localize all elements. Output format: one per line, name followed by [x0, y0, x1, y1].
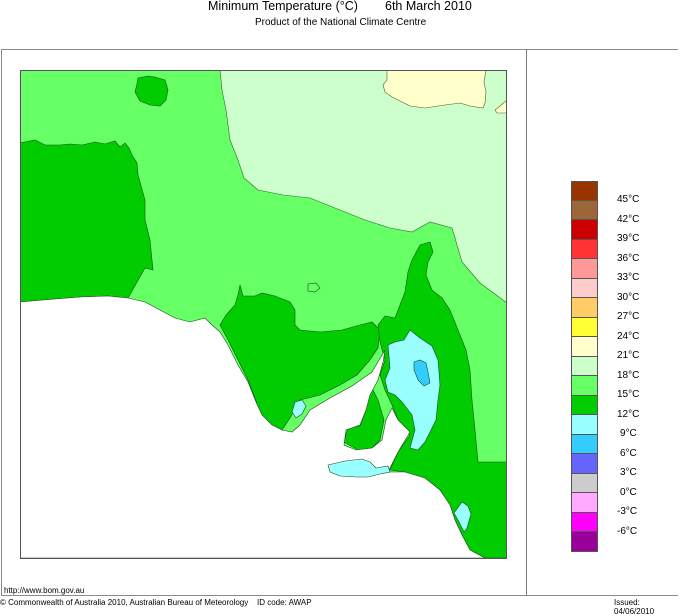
legend-swatch: [571, 493, 598, 513]
legend-swatch: [571, 356, 598, 376]
zone-12-15-south-east: [453, 501, 472, 533]
zone-12-15-eyre: [291, 399, 307, 419]
legend-label: 15°C: [617, 389, 640, 400]
legend-label: 27°C: [617, 311, 640, 322]
legend-label: 0°C: [620, 487, 637, 498]
legend-divider: [526, 49, 527, 596]
zone-24-27: [382, 70, 487, 109]
legend-label: 18°C: [617, 370, 640, 381]
legend-swatch: [571, 278, 598, 298]
legend-swatch: [571, 376, 598, 396]
legend-swatch: [571, 454, 598, 474]
outer-frame: [1, 49, 678, 596]
color-legend: [571, 181, 598, 552]
legend-swatch: [571, 259, 598, 279]
legend-swatch: [571, 415, 598, 435]
legend-label: 3°C: [620, 467, 637, 478]
legend-swatch: [571, 395, 598, 415]
footer-issued-date: Issued: 04/06/2010: [614, 598, 655, 616]
legend-label: 6°C: [620, 448, 637, 459]
legend-label: 33°C: [617, 272, 640, 283]
legend-label: -6°C: [617, 526, 638, 537]
footer-copyright: © Commonwealth of Australia 2010, Austra…: [0, 598, 249, 607]
legend-swatch: [571, 337, 598, 357]
subtitle: Product of the National Climate Centre: [255, 17, 427, 28]
legend-swatch: [571, 512, 598, 532]
legend-swatch: [571, 532, 598, 552]
legend-swatch: [571, 239, 598, 259]
legend-label: 30°C: [617, 292, 640, 303]
kangaroo-island: [327, 458, 391, 478]
footer-url: http://www.bom.gov.au: [4, 586, 85, 595]
legend-label: 42°C: [617, 214, 640, 225]
sea: [20, 295, 486, 559]
legend-swatch: [571, 181, 598, 201]
zone-15-18-north: [134, 75, 169, 107]
legend-swatch: [571, 200, 598, 220]
frame-bottom-rule: [1, 595, 678, 596]
zone-9-12-lake: [413, 359, 431, 387]
legend-swatch: [571, 434, 598, 454]
title-variable: Minimum Temperature (°C): [208, 0, 358, 13]
zone-15-18-west: [20, 139, 154, 303]
zone-18-21-blob: [307, 282, 321, 293]
legend-swatch: [571, 220, 598, 240]
zone-21-24: [219, 70, 507, 304]
legend-swatch: [571, 473, 598, 493]
legend-label: 36°C: [617, 253, 640, 264]
legend-label: 21°C: [617, 350, 640, 361]
zone-24-27-east: [494, 99, 507, 114]
temperature-map: [20, 70, 507, 559]
title-date: 6th March 2010: [385, 0, 472, 13]
legend-label: 39°C: [617, 233, 640, 244]
legend-label: 12°C: [617, 409, 640, 420]
legend-label: 9°C: [620, 428, 637, 439]
legend-label: 24°C: [617, 331, 640, 342]
zone-12-15-east: [384, 329, 441, 451]
legend-label: -3°C: [617, 506, 638, 517]
legend-swatch: [571, 298, 598, 318]
zone-15-18-eyre: [219, 284, 381, 431]
legend-label: 45°C: [617, 194, 640, 205]
legend-swatch: [571, 317, 598, 337]
footer-id-code: ID code: AWAP: [257, 598, 312, 607]
map-title: Minimum Temperature (°C) 6th March 2010: [0, 0, 680, 19]
map-border: [20, 70, 507, 559]
